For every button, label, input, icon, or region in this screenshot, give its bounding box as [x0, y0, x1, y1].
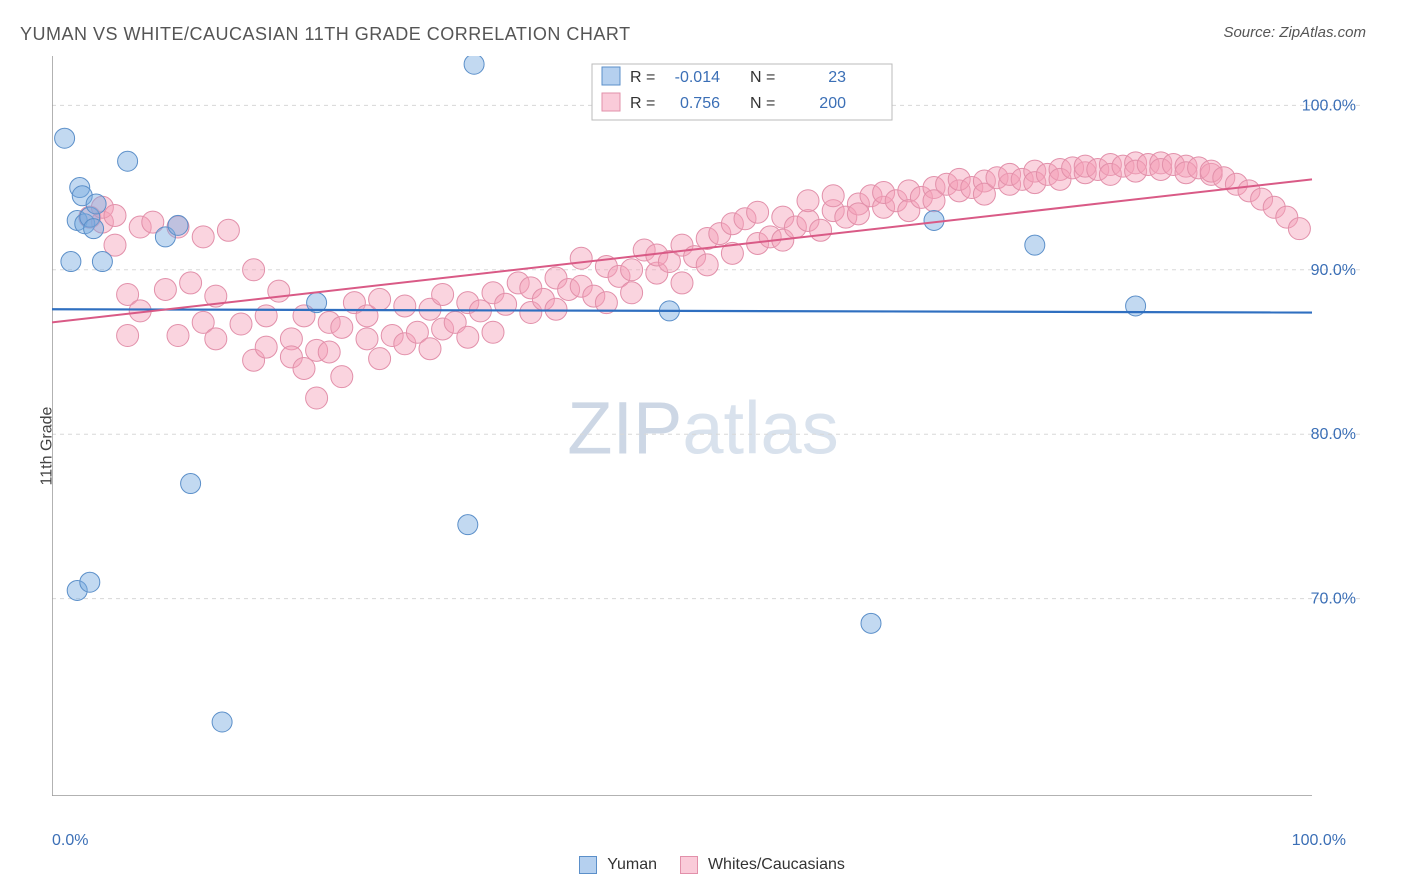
svg-text:70.0%: 70.0%: [1311, 591, 1356, 608]
svg-text:-0.014: -0.014: [675, 69, 720, 86]
x-axis-min-label: 0.0%: [52, 832, 88, 850]
chart-title: YUMAN VS WHITE/CAUCASIAN 11TH GRADE CORR…: [20, 24, 631, 45]
svg-text:0.756: 0.756: [680, 95, 720, 112]
svg-text:100.0%: 100.0%: [1302, 97, 1356, 114]
svg-text:R =: R =: [630, 95, 655, 112]
source-label: Source: ZipAtlas.com: [1223, 24, 1366, 41]
svg-text:23: 23: [828, 69, 846, 86]
svg-text:90.0%: 90.0%: [1311, 262, 1356, 279]
svg-text:R =: R =: [630, 69, 655, 86]
svg-text:200: 200: [819, 95, 846, 112]
x-axis-max-label: 100.0%: [1292, 832, 1346, 850]
svg-text:N =: N =: [750, 69, 775, 86]
svg-text:80.0%: 80.0%: [1311, 426, 1356, 443]
legend-label-yuman: Yuman: [607, 856, 657, 873]
correlation-chart: 70.0% 80.0% 90.0% 100.0% R = -0.014 N = 23 R = 0.…: [52, 56, 1362, 796]
legend-bottom: Yuman Whites/Caucasians: [0, 856, 1406, 874]
legend-swatch-whites: [680, 856, 698, 874]
legend-swatch-yuman: [579, 856, 597, 874]
svg-text:N =: N =: [750, 95, 775, 112]
legend-label-whites: Whites/Caucasians: [708, 856, 845, 873]
